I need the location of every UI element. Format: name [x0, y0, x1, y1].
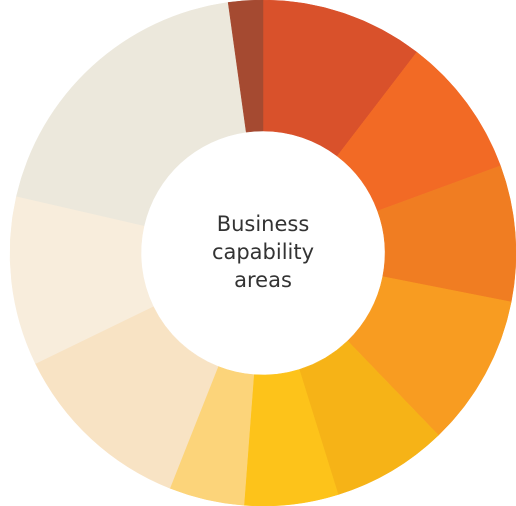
slice: [16, 2, 247, 226]
center-label: Business capability areas: [211, 212, 315, 292]
slice: [35, 305, 219, 489]
slice: [227, 0, 264, 133]
